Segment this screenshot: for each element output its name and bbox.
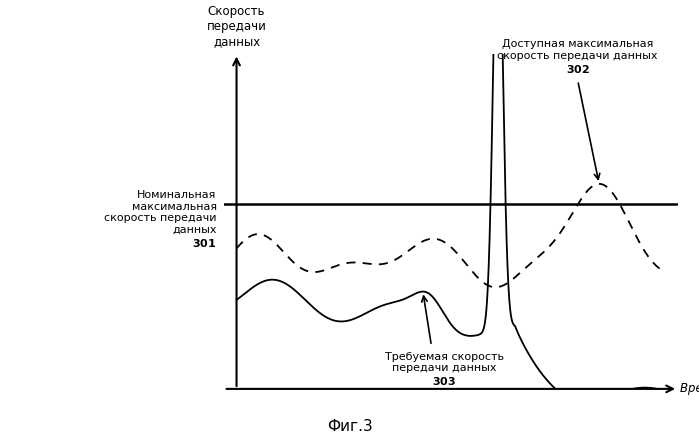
Text: Время (t): Время (t) bbox=[680, 382, 699, 396]
Text: Номинальная
максимальная
скорость передачи
данных
$\mathbf{301}$: Номинальная максимальная скорость переда… bbox=[104, 190, 217, 249]
Text: Доступная максимальная
скорость передачи данных
$\mathbf{302}$: Доступная максимальная скорость передачи… bbox=[498, 39, 658, 75]
Text: Фиг.3: Фиг.3 bbox=[326, 418, 373, 434]
Text: Требуемая скорость
передачи данных
$\mathbf{303}$: Требуемая скорость передачи данных $\mat… bbox=[385, 351, 504, 387]
Text: Скорость
передачи
данных: Скорость передачи данных bbox=[207, 5, 266, 48]
